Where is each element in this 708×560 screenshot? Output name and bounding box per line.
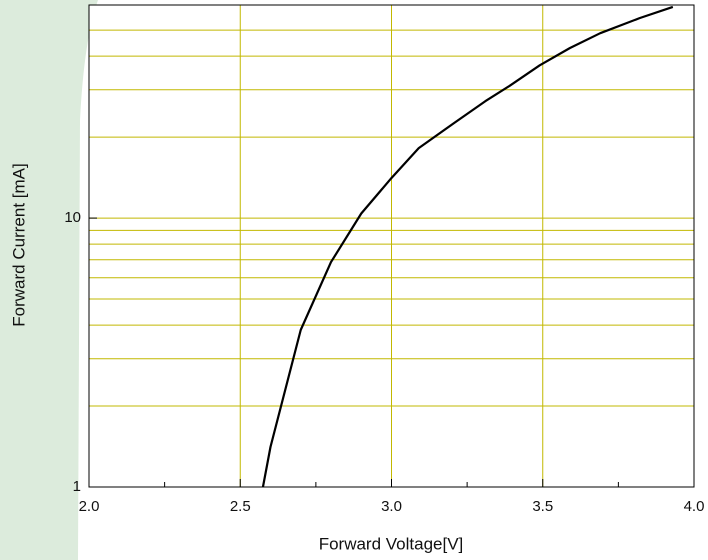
y-axis-label: Forward Current [mA] — [9, 163, 28, 326]
side-panel — [0, 0, 98, 560]
x-axis-label: Forward Voltage[V] — [319, 534, 464, 553]
x-tick-label: 3.0 — [381, 498, 402, 515]
y-tick-label: 1 — [73, 478, 81, 495]
x-tick-label: 4.0 — [684, 498, 705, 515]
x-tick-label: 2.5 — [230, 498, 251, 515]
curve — [261, 5, 674, 488]
x-tick-label: 2.0 — [79, 498, 100, 515]
x-tick-label: 3.5 — [532, 498, 553, 515]
y-tick-label: 10 — [64, 209, 81, 226]
plot-frame — [88, 4, 695, 488]
